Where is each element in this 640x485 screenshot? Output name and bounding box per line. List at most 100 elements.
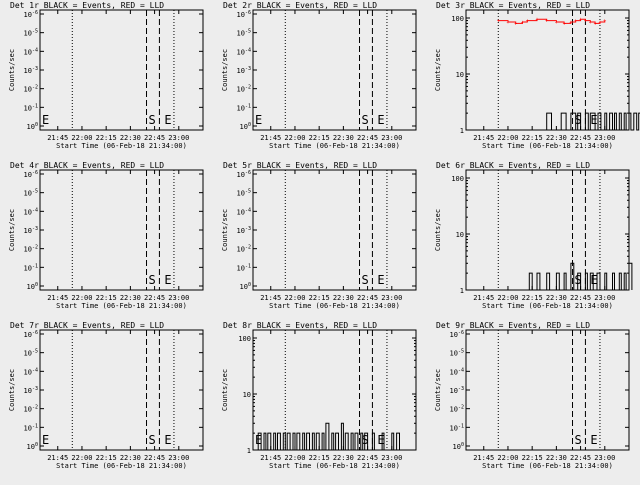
x-tick-label: 22:45 (144, 454, 165, 462)
lld-point: + (545, 19, 548, 25)
series-line-events (256, 422, 400, 451)
y-tick-label: 10-3 (24, 66, 38, 75)
x-tick-label: 21:45 (47, 294, 68, 302)
marker-label-s: S (362, 113, 369, 127)
lld-point: + (574, 19, 577, 25)
y-tick-label: 10-1 (237, 263, 251, 272)
x-tick-label: 22:30 (333, 134, 354, 142)
x-tick-label: 22:30 (333, 454, 354, 462)
y-tick-label: 10-2 (450, 405, 464, 414)
x-tick-label: 22:45 (570, 454, 591, 462)
x-tick-label: 23:00 (381, 294, 402, 302)
panel-det-5: Det 5r BLACK = Events, RED = LLD 100 10-1 1… (221, 161, 417, 310)
series-line-events (541, 112, 640, 131)
x-tick-label: 21:45 (473, 454, 494, 462)
marker-label-s: S (575, 433, 582, 447)
x-axis-label: Start Time (06-Feb-18 21:34:00) (56, 462, 187, 470)
x-tick-label: 22:45 (144, 294, 165, 302)
y-tick-label: 10 (456, 71, 464, 79)
plot-frame (465, 169, 630, 291)
lld-point: + (579, 17, 582, 23)
y-tick-label: 1 (460, 127, 464, 135)
x-tick-label: 22:15 (96, 294, 117, 302)
lld-point: + (569, 20, 572, 26)
start-label: E (42, 113, 49, 127)
x-tick-label: 22:15 (96, 134, 117, 142)
panel-det-6: Det 6r BLACK = Events, RED = LLD 1 10 100 Co… (434, 161, 633, 310)
x-tick-label: 22:45 (357, 294, 378, 302)
x-axis-label: Start Time (06-Feb-18 21:34:00) (269, 462, 400, 470)
x-tick-label: 22:45 (570, 294, 591, 302)
lld-point: + (536, 17, 539, 23)
marker-label-e: E (164, 113, 171, 127)
x-tick-label: 21:45 (47, 454, 68, 462)
y-tick-label: 10-6 (24, 10, 38, 19)
y-tick-label: 100 (240, 122, 251, 131)
x-axis-label: Start Time (06-Feb-18 21:34:00) (269, 142, 400, 150)
y-tick-label: 10-3 (24, 226, 38, 235)
marker-label-e: E (377, 113, 384, 127)
x-tick-label: 23:00 (168, 134, 189, 142)
y-tick-label: 100 (27, 442, 38, 451)
lld-point: + (526, 19, 529, 25)
y-tick-label: 100 (453, 442, 464, 451)
marker-label-s: S (362, 273, 369, 287)
x-tick-label: 22:30 (546, 454, 567, 462)
start-label: E (255, 113, 262, 127)
x-tick-label: 22:30 (546, 134, 567, 142)
y-tick-label: 10-2 (24, 245, 38, 254)
y-tick-label: 100 (27, 282, 38, 291)
panel-det-2: Det 2r BLACK = Events, RED = LLD 100 10-1 1… (221, 1, 417, 150)
x-tick-label: 22:45 (570, 134, 591, 142)
y-tick-label: 100 (451, 175, 464, 183)
panel-det-3: Det 3r BLACK = Events, RED = LLD 1 10 100 Co… (434, 1, 640, 150)
y-tick-label: 10-5 (24, 349, 38, 358)
y-axis-label: Counts/sec (434, 369, 442, 411)
y-axis-label: Counts/sec (434, 49, 442, 91)
y-axis-label: Counts/sec (434, 209, 442, 251)
x-tick-label: 23:00 (168, 454, 189, 462)
marker-label-e: E (590, 113, 597, 127)
x-tick-label: 21:45 (47, 134, 68, 142)
y-tick-label: 10-5 (237, 189, 251, 198)
y-tick-label: 10-4 (24, 207, 38, 216)
y-tick-label: 1 (460, 287, 464, 295)
lld-point: + (506, 20, 509, 26)
y-tick-label: 10-4 (237, 47, 251, 56)
panel-title: Det 1r BLACK = Events, RED = LLD (10, 1, 164, 10)
plot-frame (39, 9, 204, 131)
series-line-events (527, 262, 633, 291)
lld-point: + (603, 19, 606, 25)
y-tick-label: 10-4 (450, 367, 464, 376)
y-tick-label: 10-4 (24, 47, 38, 56)
x-tick-label: 21:45 (260, 454, 281, 462)
plot-frame (39, 329, 204, 451)
panel-det-8: Det 8r BLACK = Events, RED = LLD 1 10 100 Co… (221, 321, 417, 470)
x-tick-label: 22:45 (144, 134, 165, 142)
panel-title: Det 2r BLACK = Events, RED = LLD (223, 1, 377, 10)
x-tick-label: 21:45 (260, 134, 281, 142)
plot-frame (39, 169, 204, 291)
x-tick-label: 22:15 (309, 294, 330, 302)
x-axis-label: Start Time (06-Feb-18 21:34:00) (56, 302, 187, 310)
y-tick-label: 10-2 (237, 245, 251, 254)
y-tick-label: 10-4 (237, 207, 251, 216)
y-tick-label: 10-6 (237, 170, 251, 179)
y-tick-label: 100 (238, 335, 251, 343)
plot-frame (465, 9, 630, 131)
x-tick-label: 22:00 (284, 134, 305, 142)
y-axis-label: Counts/sec (8, 369, 16, 411)
y-axis-label: Counts/sec (8, 49, 16, 91)
lld-point: + (598, 20, 601, 26)
x-tick-label: 22:15 (522, 134, 543, 142)
panel-title: Det 6r BLACK = Events, RED = LLD (436, 161, 590, 170)
lld-point: + (514, 21, 517, 27)
panel-det-7: Det 7r BLACK = Events, RED = LLD 100 10-1 1… (8, 321, 204, 470)
panel-title: Det 7r BLACK = Events, RED = LLD (10, 321, 164, 330)
y-tick-label: 10-1 (24, 103, 38, 112)
x-tick-label: 23:00 (594, 294, 615, 302)
panel-title: Det 3r BLACK = Events, RED = LLD (436, 1, 590, 10)
y-tick-label: 10 (456, 231, 464, 239)
panel-title: Det 5r BLACK = Events, RED = LLD (223, 161, 377, 170)
